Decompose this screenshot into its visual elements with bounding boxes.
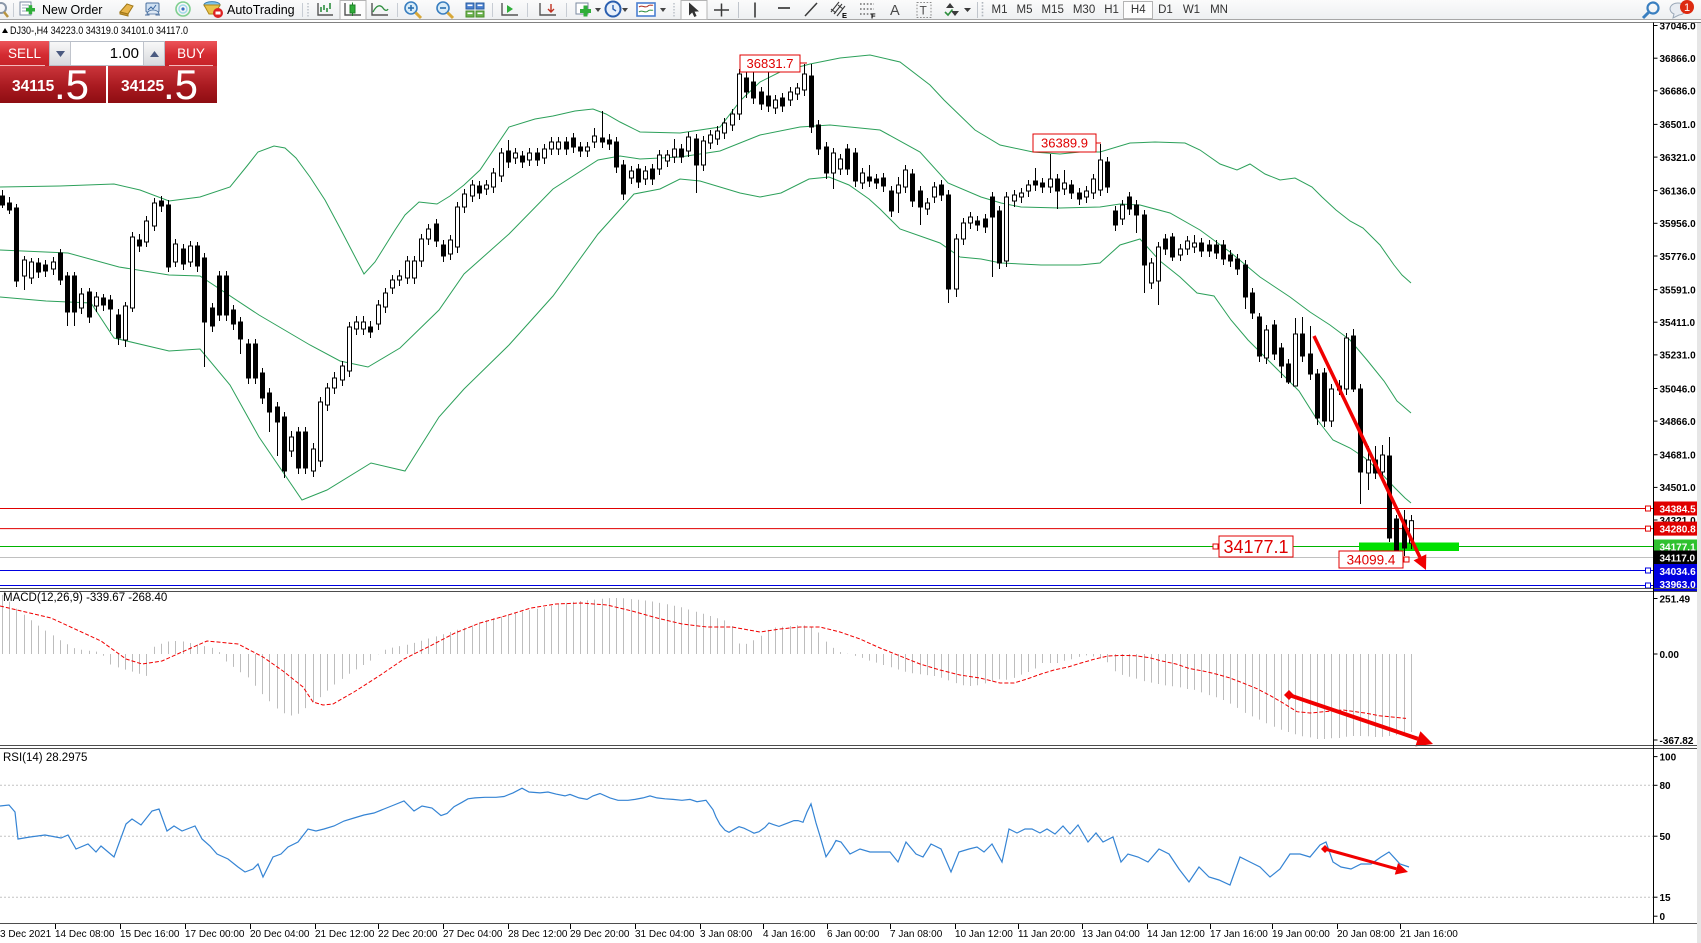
svg-text:-367.82: -367.82: [1660, 736, 1694, 747]
svg-text:36831.7: 36831.7: [747, 56, 794, 71]
svg-text:34099.4: 34099.4: [1347, 552, 1396, 567]
svg-text:15: 15: [1660, 893, 1672, 904]
svg-text:33963.0: 33963.0: [1660, 580, 1697, 591]
svg-text:E: E: [842, 11, 847, 20]
svg-text:20 Dec 04:00: 20 Dec 04:00: [250, 929, 310, 940]
svg-text:80: 80: [1660, 781, 1672, 792]
svg-text:New Order: New Order: [42, 3, 102, 17]
svg-text:34117.0: 34117.0: [1660, 553, 1696, 564]
svg-text:0.00: 0.00: [1660, 650, 1680, 661]
svg-text:34034.6: 34034.6: [1660, 567, 1697, 578]
svg-text:50: 50: [1660, 832, 1672, 843]
svg-text:37046.0: 37046.0: [1660, 21, 1697, 32]
svg-text:6 Jan 00:00: 6 Jan 00:00: [827, 929, 880, 940]
svg-text:A: A: [890, 3, 900, 19]
svg-text:34177.1: 34177.1: [1660, 542, 1697, 553]
svg-text:35046.0: 35046.0: [1660, 384, 1697, 395]
svg-text:MACD(12,26,9) -339.67 -268.40: MACD(12,26,9) -339.67 -268.40: [3, 592, 167, 604]
svg-text:34384.5: 34384.5: [1660, 504, 1697, 515]
svg-text:21 Jan 16:00: 21 Jan 16:00: [1400, 929, 1458, 940]
svg-text:35591.0: 35591.0: [1660, 285, 1697, 296]
svg-text:14 Dec 08:00: 14 Dec 08:00: [55, 929, 115, 940]
svg-text:28 Dec 12:00: 28 Dec 12:00: [508, 929, 568, 940]
svg-text:34321.0: 34321.0: [1660, 516, 1697, 527]
svg-text:AutoTrading: AutoTrading: [227, 3, 295, 17]
svg-text:100: 100: [1660, 752, 1677, 763]
svg-text:14 Jan 12:00: 14 Jan 12:00: [1147, 929, 1205, 940]
svg-text:35231.0: 35231.0: [1660, 351, 1697, 362]
svg-text:27 Dec 04:00: 27 Dec 04:00: [443, 929, 503, 940]
svg-text:36136.0: 36136.0: [1660, 186, 1697, 197]
svg-text:35776.0: 35776.0: [1660, 252, 1697, 263]
svg-text:21 Dec 12:00: 21 Dec 12:00: [315, 929, 375, 940]
svg-text:T: T: [920, 4, 928, 18]
svg-text:3 Jan 08:00: 3 Jan 08:00: [700, 929, 753, 940]
svg-text:35411.0: 35411.0: [1660, 318, 1696, 329]
svg-text:10 Jan 12:00: 10 Jan 12:00: [955, 929, 1013, 940]
svg-text:11 Jan 20:00: 11 Jan 20:00: [1018, 929, 1076, 940]
svg-text:35956.0: 35956.0: [1660, 219, 1697, 230]
svg-text:17 Jan 16:00: 17 Jan 16:00: [1210, 929, 1268, 940]
svg-text:0: 0: [1660, 912, 1666, 923]
svg-text:13 Jan 04:00: 13 Jan 04:00: [1082, 929, 1140, 940]
svg-text:3 Dec 2021: 3 Dec 2021: [0, 929, 52, 940]
svg-text:1: 1: [1684, 2, 1690, 14]
svg-text:22 Dec 20:00: 22 Dec 20:00: [378, 929, 438, 940]
svg-text:4 Jan 16:00: 4 Jan 16:00: [763, 929, 816, 940]
svg-text:F: F: [871, 12, 876, 21]
svg-text:34866.0: 34866.0: [1660, 417, 1697, 428]
svg-text:31 Dec 04:00: 31 Dec 04:00: [635, 929, 695, 940]
svg-text:34280.8: 34280.8: [1660, 524, 1697, 535]
svg-text:36501.0: 36501.0: [1660, 120, 1697, 131]
svg-text:36321.0: 36321.0: [1660, 153, 1697, 164]
svg-text:36686.0: 36686.0: [1660, 87, 1697, 98]
svg-text:DJ30-,H4 34223.0 34319.0 3410: DJ30-,H4 34223.0 34319.0 34101.0 34117.0: [10, 25, 188, 37]
svg-text:RSI(14) 28.2975: RSI(14) 28.2975: [3, 752, 87, 764]
svg-text:17 Dec 00:00: 17 Dec 00:00: [185, 929, 245, 940]
svg-text:34501.0: 34501.0: [1660, 483, 1697, 494]
svg-text:15 Dec 16:00: 15 Dec 16:00: [120, 929, 180, 940]
svg-text:251.49: 251.49: [1660, 594, 1691, 605]
svg-text:7 Jan 08:00: 7 Jan 08:00: [890, 929, 943, 940]
svg-text:36866.0: 36866.0: [1660, 54, 1697, 65]
svg-text:29 Dec 20:00: 29 Dec 20:00: [570, 929, 630, 940]
svg-text:36389.9: 36389.9: [1041, 136, 1088, 151]
svg-text:34177.1: 34177.1: [1223, 537, 1288, 557]
svg-text:34681.0: 34681.0: [1660, 451, 1697, 462]
svg-text:20 Jan 08:00: 20 Jan 08:00: [1337, 929, 1395, 940]
svg-text:19 Jan 00:00: 19 Jan 00:00: [1272, 929, 1330, 940]
